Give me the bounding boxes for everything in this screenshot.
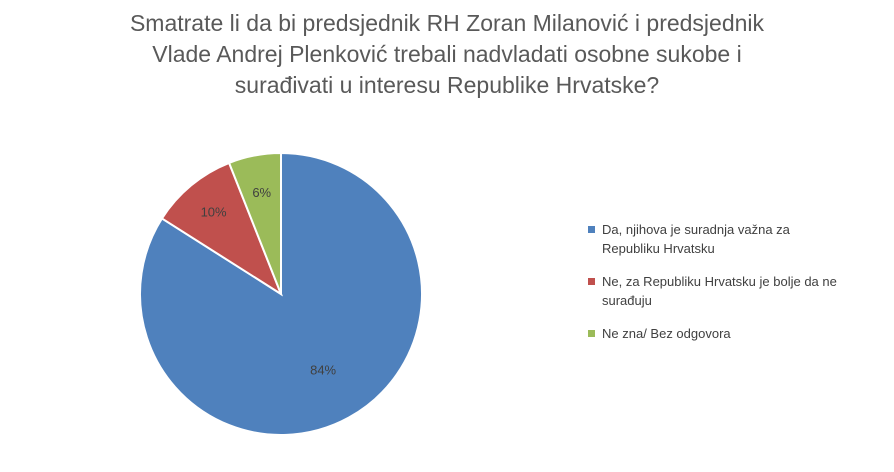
legend-swatch-ne-zna [588, 330, 595, 337]
legend-swatch-da [588, 226, 595, 233]
legend-label-ne-zna-line-1: Ne zna/ Bez odgovora [602, 326, 731, 341]
chart-legend: Da, njihova je suradnja važna za Republi… [588, 220, 888, 357]
legend-label-ne-line-2: surađuju [602, 293, 652, 308]
pie-slice-ne [160, 161, 284, 297]
pie-slice-ne-zna [227, 151, 282, 295]
legend-item-da: Da, njihova je suradnja važna za Republi… [588, 220, 888, 258]
chart-title: Smatrate li da bi predsjednik RH Zoran M… [0, 8, 894, 101]
legend-label-da-line-1: Da, njihova je suradnja važna za [602, 222, 790, 237]
legend-swatch-ne [588, 278, 595, 285]
data-label-ne-zna: 6% [252, 185, 271, 200]
chart-title-line-3: surađivati u interesu Republike Hrvatske… [234, 72, 660, 98]
chart-title-line-1: Smatrate li da bi predsjednik RH Zoran M… [129, 10, 765, 36]
legend-item-ne-zna: Ne zna/ Bez odgovora [588, 324, 888, 343]
legend-item-ne: Ne, za Republiku Hrvatsku je bolje da ne… [588, 272, 888, 310]
data-label-da: 84% [310, 363, 336, 378]
chart-title-line-2: Vlade Andrej Plenković trebali nadvladat… [152, 41, 742, 67]
legend-label-da-line-2: Republiku Hrvatsku [602, 241, 715, 256]
data-label-ne: 10% [201, 205, 227, 220]
legend-label-ne-line-1: Ne, za Republiku Hrvatsku je bolje da ne [602, 274, 837, 289]
